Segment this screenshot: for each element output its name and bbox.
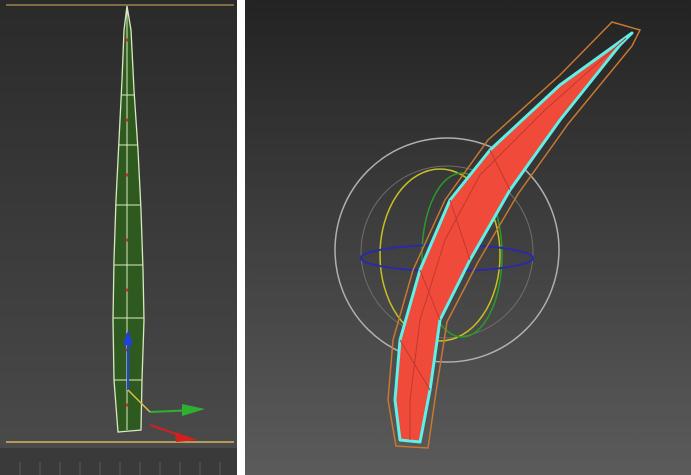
timeline-strip	[0, 448, 237, 475]
right-viewport[interactable]	[245, 0, 691, 475]
page: (() => { const data = JSON.parse(documen…	[0, 0, 691, 475]
viewports	[0, 0, 691, 475]
left-viewport[interactable]	[0, 0, 237, 475]
